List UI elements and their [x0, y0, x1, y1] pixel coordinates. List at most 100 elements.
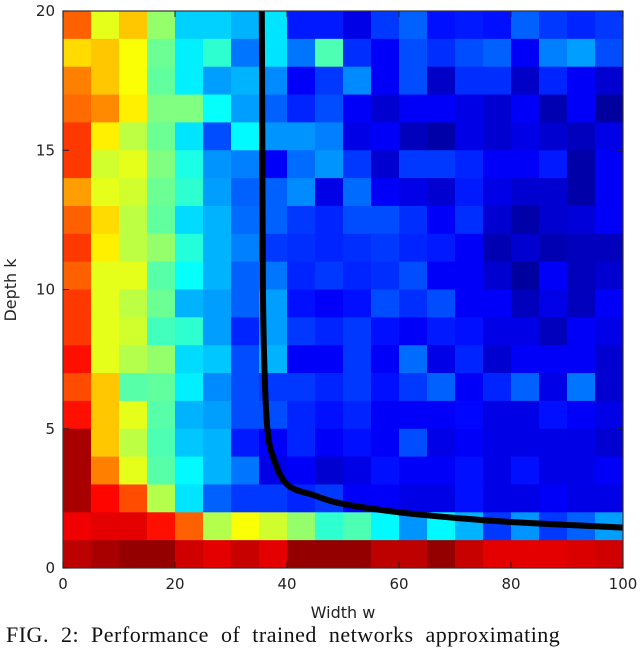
heatmap-cell — [483, 456, 512, 485]
heatmap-cell — [427, 205, 456, 235]
heatmap-cell — [511, 261, 540, 290]
heatmap-cell — [315, 512, 344, 541]
heatmap-cell — [567, 540, 596, 569]
heatmap-cell — [455, 66, 484, 96]
heatmap-cell — [231, 373, 260, 402]
heatmap-cell — [455, 261, 484, 290]
heatmap-cell — [427, 261, 456, 290]
heatmap-cell — [63, 94, 92, 123]
heatmap-cell — [63, 456, 92, 485]
heatmap-cell — [91, 317, 120, 346]
heatmap-cell — [371, 66, 400, 96]
heatmap-cell — [595, 261, 624, 290]
heatmap-cell — [539, 233, 568, 263]
heatmap-cell — [399, 345, 428, 374]
heatmap-cell — [511, 540, 540, 569]
y-tick-label: 20 — [36, 2, 55, 20]
heatmap-cell — [203, 512, 232, 541]
heatmap-cell — [595, 317, 624, 346]
heatmap-cell — [203, 122, 232, 151]
heatmap-cell — [567, 233, 596, 263]
heatmap-cell — [287, 11, 316, 40]
heatmap-cell — [315, 261, 344, 290]
heatmap-cell — [119, 289, 148, 318]
heatmap-cell — [567, 122, 596, 151]
heatmap-cell — [147, 178, 176, 207]
heatmap-cell — [455, 122, 484, 151]
heatmap-cell — [371, 512, 400, 541]
heatmap-cell — [63, 317, 92, 346]
y-axis: 0 5 10 15 20 — [36, 2, 623, 577]
heatmap-cell — [287, 345, 316, 374]
heatmap-cell — [595, 484, 624, 513]
heatmap-cell — [595, 94, 624, 123]
heatmap-cell — [399, 540, 428, 569]
heatmap-cell — [119, 94, 148, 123]
heatmap-cell — [371, 289, 400, 318]
heatmap-cell — [427, 66, 456, 96]
heatmap-cell — [567, 11, 596, 40]
heatmap-cell — [315, 317, 344, 346]
heatmap-cell — [399, 484, 428, 513]
heatmap-cell — [427, 122, 456, 151]
heatmap-cell — [315, 373, 344, 402]
heatmap-cell — [567, 205, 596, 235]
heatmap-cell — [315, 400, 344, 430]
heatmap-cell — [399, 38, 428, 68]
heatmap-cell — [567, 400, 596, 430]
heatmap-cell — [147, 66, 176, 96]
heatmap-cell — [175, 178, 204, 207]
heatmap-cell — [315, 11, 344, 40]
y-tick-label: 10 — [36, 281, 55, 299]
heatmap-cell — [315, 233, 344, 263]
heatmap-cell — [343, 11, 372, 40]
heatmap-cell — [343, 456, 372, 485]
heatmap-cell — [595, 122, 624, 151]
heatmap-cell — [63, 345, 92, 374]
heatmap-cell — [595, 150, 624, 179]
heatmap-cell — [287, 38, 316, 68]
heatmap-cell — [539, 317, 568, 346]
heatmap-cell — [427, 11, 456, 40]
heatmap-cell — [539, 178, 568, 207]
heatmap-cell — [483, 512, 512, 541]
heatmap-cell — [343, 512, 372, 541]
x-tick-label: 20 — [165, 575, 184, 593]
heatmap-cell — [539, 261, 568, 290]
heatmap-cell — [455, 428, 484, 458]
heatmap-cell — [259, 484, 288, 513]
heatmap-cell — [399, 261, 428, 290]
heatmap-cell — [343, 122, 372, 151]
heatmap-cell — [595, 428, 624, 458]
heatmap-cell — [483, 289, 512, 318]
heatmap-cell — [203, 289, 232, 318]
heatmap-cell — [315, 540, 344, 569]
heatmap-cell — [287, 456, 316, 485]
heatmap-cell — [343, 317, 372, 346]
heatmap-cell — [287, 205, 316, 235]
heatmap-cell — [231, 400, 260, 430]
heatmap-cell — [63, 428, 92, 458]
heatmap-cell — [91, 38, 120, 68]
heatmap-cell — [427, 178, 456, 207]
heatmap-cell — [399, 122, 428, 151]
heatmap-cell — [175, 428, 204, 458]
heatmap-cell — [231, 205, 260, 235]
heatmap-cell — [175, 540, 204, 569]
heatmap-cell — [175, 400, 204, 430]
heatmap-cell — [147, 289, 176, 318]
heatmap-cell — [371, 345, 400, 374]
heatmap-cell — [119, 317, 148, 346]
heatmap-cell — [231, 261, 260, 290]
y-tick-label: 5 — [45, 420, 55, 438]
heatmap-cell — [231, 178, 260, 207]
heatmap-cell — [567, 373, 596, 402]
heatmap-cell — [539, 540, 568, 569]
heatmap-cell — [371, 261, 400, 290]
heatmap-cell — [483, 540, 512, 569]
heatmap-cell — [399, 289, 428, 318]
heatmap-cell — [455, 373, 484, 402]
heatmap-cell — [595, 11, 624, 40]
heatmap-cell — [511, 66, 540, 96]
heatmap-cell — [287, 540, 316, 569]
